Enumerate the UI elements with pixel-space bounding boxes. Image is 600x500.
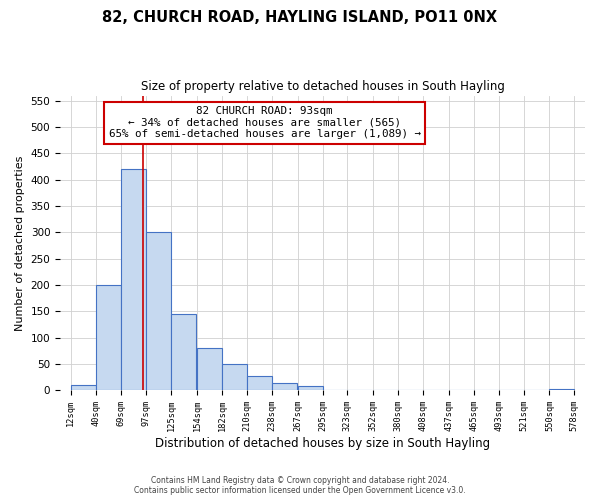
Bar bbox=[171, 314, 196, 390]
Text: Contains HM Land Registry data © Crown copyright and database right 2024.
Contai: Contains HM Land Registry data © Crown c… bbox=[134, 476, 466, 495]
Bar bbox=[550, 389, 574, 390]
Bar bbox=[222, 364, 247, 390]
Bar bbox=[71, 385, 95, 390]
Bar bbox=[247, 376, 272, 390]
Y-axis label: Number of detached properties: Number of detached properties bbox=[15, 155, 25, 330]
Bar bbox=[197, 348, 222, 390]
Text: 82, CHURCH ROAD, HAYLING ISLAND, PO11 0NX: 82, CHURCH ROAD, HAYLING ISLAND, PO11 0N… bbox=[103, 10, 497, 25]
Bar bbox=[95, 285, 121, 390]
Bar bbox=[146, 232, 171, 390]
Bar bbox=[298, 386, 323, 390]
Text: 82 CHURCH ROAD: 93sqm
← 34% of detached houses are smaller (565)
65% of semi-det: 82 CHURCH ROAD: 93sqm ← 34% of detached … bbox=[109, 106, 421, 140]
Bar bbox=[272, 384, 297, 390]
Bar bbox=[121, 169, 146, 390]
X-axis label: Distribution of detached houses by size in South Hayling: Distribution of detached houses by size … bbox=[155, 437, 490, 450]
Title: Size of property relative to detached houses in South Hayling: Size of property relative to detached ho… bbox=[140, 80, 505, 93]
